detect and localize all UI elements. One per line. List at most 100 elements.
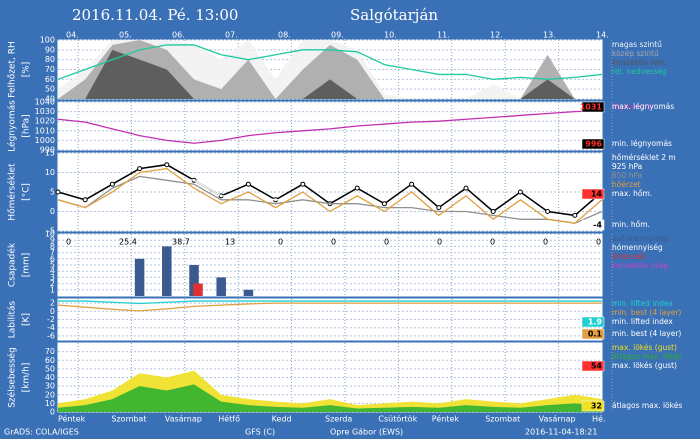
daily-total: 0	[384, 238, 389, 247]
legend-entry: konvektív felh.	[612, 58, 667, 67]
legend-entry: min. best (4 layer)	[612, 308, 681, 317]
line	[57, 44, 603, 80]
value-box-label: 0.1	[588, 330, 603, 339]
daily-total: 38.7	[172, 238, 190, 247]
datetime: 2016.11.04. Pé. 13:00	[72, 6, 238, 24]
legend-entry: 925 hPa	[612, 162, 642, 171]
date-label: 09.	[331, 31, 344, 40]
bar	[216, 277, 226, 296]
value-box	[581, 316, 605, 328]
day-label: Péntek	[432, 414, 460, 424]
y-axis-unit: [K]	[22, 313, 32, 326]
y-tick-label: 70	[45, 347, 55, 356]
annotation-label: min. best (4 layer)	[612, 329, 681, 338]
y-tick-label: 50	[45, 85, 55, 94]
day-label: Hé.	[592, 414, 605, 424]
y-tick-label: 80	[45, 55, 55, 64]
bar	[243, 289, 254, 296]
daily-total: 0	[596, 238, 601, 247]
daily-total: 13	[225, 238, 235, 247]
y-tick-label: 60	[45, 75, 55, 84]
legend-entry: eső mennyiség	[612, 234, 669, 243]
legend-entry: rel. nedvesség	[612, 67, 667, 76]
legend-entry: közép szintű	[612, 49, 659, 58]
value-box	[581, 328, 605, 340]
date-label: 14.	[596, 31, 609, 40]
y-axis-unit: [km/h]	[22, 363, 32, 393]
area	[58, 49, 602, 99]
footer-text: GrADS: COLA/IGES	[4, 428, 79, 437]
legend-entry: hómennyiség	[612, 243, 663, 252]
value-box	[581, 138, 605, 150]
bar	[189, 265, 199, 296]
value-box-label: 1031	[580, 103, 603, 112]
y-axis-label: Szélsebesség	[7, 347, 18, 408]
y-tick-label: 10	[45, 399, 55, 408]
value-box	[581, 360, 605, 372]
date-label: 05.	[119, 31, 132, 40]
y-tick-label: 1030	[35, 107, 55, 116]
y-tick-label: 50	[45, 364, 55, 373]
value-box	[581, 188, 605, 200]
value-box	[581, 400, 605, 412]
daily-total: 0	[490, 238, 495, 247]
y-tick-label: -6	[47, 331, 55, 340]
legend-entry: min. lifted index	[612, 299, 673, 308]
date-label: 10.	[384, 31, 397, 40]
y-tick-label: 2	[50, 279, 55, 288]
annotation-label: min. lifted index	[612, 317, 673, 326]
value-box-label: 1.9	[588, 318, 603, 327]
footer-text: GFS (C)	[245, 428, 275, 437]
bar	[193, 283, 203, 296]
daily-total: 0	[278, 238, 283, 247]
point	[545, 209, 551, 214]
annotation-label: min. hőm.	[612, 220, 650, 229]
annotation-label: max. lökés (gust)	[612, 361, 677, 370]
day-label: Szombat	[485, 415, 520, 424]
y-tick-label: 7	[50, 248, 55, 257]
y-axis-unit: [mm]	[22, 253, 32, 278]
y-tick-label: 70	[45, 65, 55, 74]
footer-text: Opre Gábor (EWS)	[330, 428, 403, 437]
y-axis-unit: [%]	[22, 62, 32, 78]
y-tick-label: 0	[50, 307, 55, 316]
value-box-label: -4	[593, 221, 602, 230]
y-tick-label: 20	[45, 390, 55, 399]
y-tick-label: 0	[50, 207, 55, 216]
annotation-label: min. légnyomás	[612, 139, 672, 148]
point	[409, 181, 415, 187]
y-tick-label: 9	[50, 236, 55, 245]
y-tick-label: 5	[50, 188, 55, 197]
legend-entry: max. lökés (gust)	[612, 343, 677, 352]
day-label: Vasárnap	[165, 415, 202, 424]
y-axis-unit: [°C]	[22, 183, 32, 201]
daily-total: 0	[543, 238, 548, 247]
value-box-label: 14	[591, 190, 603, 199]
value-box	[581, 219, 605, 231]
daily-total: 0	[331, 238, 336, 247]
point	[164, 162, 170, 168]
daily-total: 25.4	[119, 238, 137, 247]
y-tick-label: 60	[45, 356, 55, 365]
day-label: Szerda	[325, 415, 352, 424]
point	[463, 185, 469, 191]
day-label: Csütörtök	[378, 415, 417, 424]
legend-entry: légnyomás	[612, 102, 653, 111]
day-label: Vasárnap	[539, 415, 576, 424]
y-tick-label: 1010	[35, 126, 55, 135]
y-tick-label: 0	[50, 408, 55, 417]
y-tick-label: -2	[47, 315, 55, 324]
y-tick-label: 1	[50, 285, 55, 294]
annotation-label: max. hőm.	[612, 189, 652, 198]
date-label: 06.	[172, 31, 185, 40]
annotation-label: átlagos max. lökés	[612, 401, 682, 410]
y-axis-label: Hőmérséklet	[7, 163, 18, 221]
value-box-label: 54	[591, 362, 603, 371]
legend-entry: átlagos max. lökés	[612, 352, 682, 361]
date-label: 08.	[278, 31, 291, 40]
y-tick-label: 40	[45, 373, 55, 382]
y-tick-label: 15	[45, 149, 55, 158]
y-tick-label: 10	[45, 230, 55, 239]
y-tick-label: 1020	[35, 117, 55, 126]
